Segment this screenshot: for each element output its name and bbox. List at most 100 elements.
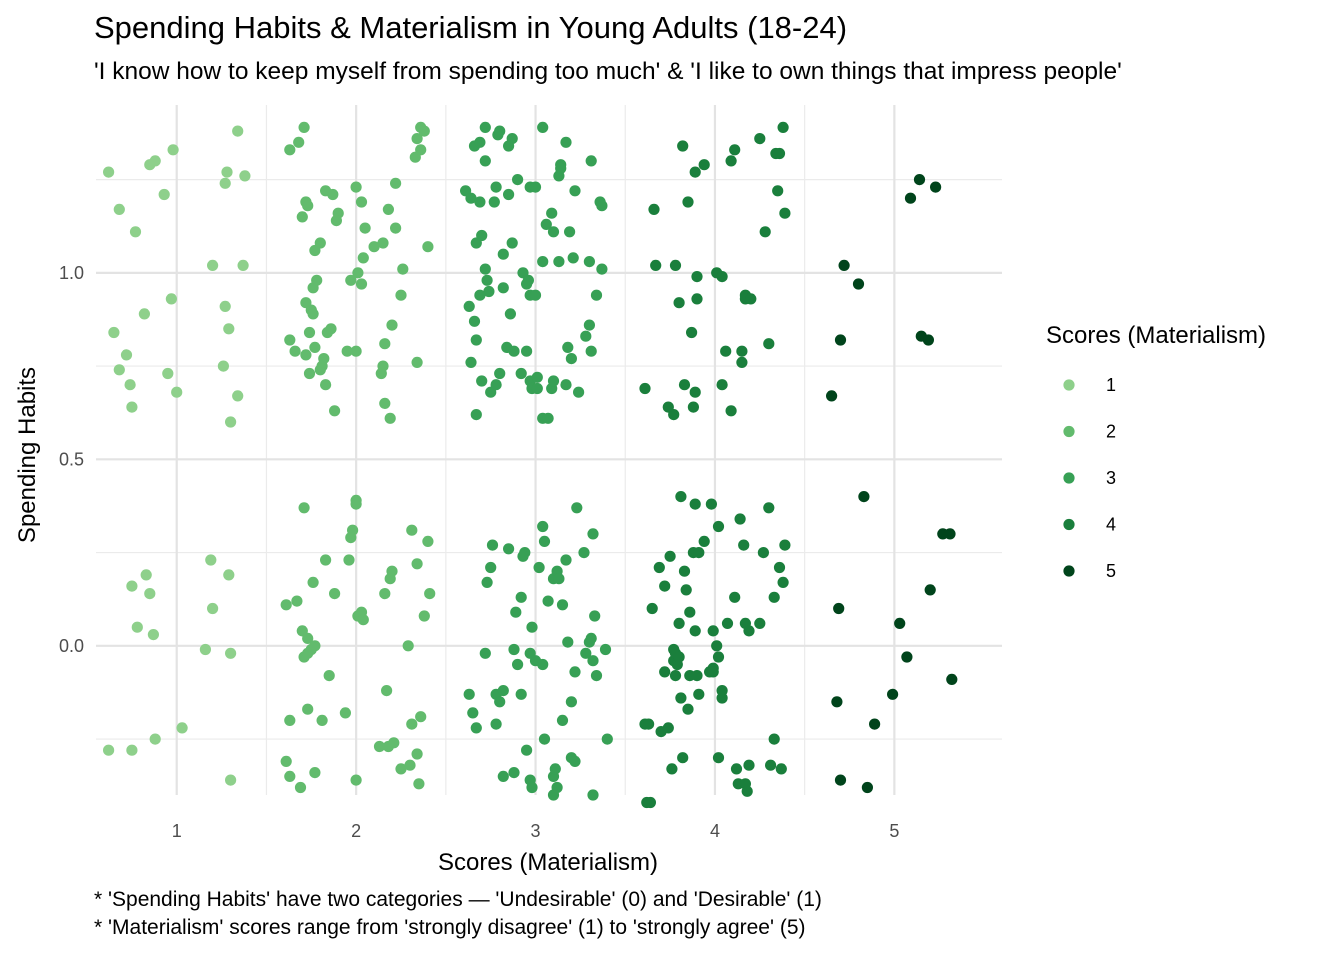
data-point [373, 740, 386, 753]
data-point [510, 606, 522, 618]
data-point [569, 755, 581, 768]
data-point [712, 651, 725, 663]
data-point [343, 554, 355, 566]
data-point [223, 323, 235, 335]
data-point [590, 670, 603, 682]
data-point [673, 651, 685, 663]
data-point [470, 334, 482, 346]
data-point [300, 297, 312, 309]
data-point [650, 259, 662, 271]
data-point [355, 278, 368, 290]
data-point [490, 181, 502, 193]
caption-materialism: * 'Materialism' scores range from 'stron… [94, 916, 806, 939]
data-point [503, 188, 515, 201]
data-point [357, 614, 369, 626]
data-point [357, 252, 369, 264]
data-point [144, 588, 156, 600]
data-point [199, 643, 211, 656]
data-point [743, 625, 755, 637]
data-point [221, 166, 233, 178]
data-point [887, 688, 899, 700]
data-point [869, 718, 881, 730]
data-point [140, 569, 152, 581]
data-point [404, 759, 416, 771]
data-point [302, 647, 314, 659]
data-point [368, 241, 380, 253]
data-point [341, 345, 353, 357]
data-point [666, 763, 678, 775]
data-point [147, 629, 159, 641]
data-point [418, 125, 430, 137]
data-point [352, 267, 364, 279]
data-point [329, 405, 341, 417]
data-point [590, 289, 603, 301]
data-point [508, 345, 520, 357]
data-point [395, 289, 407, 301]
data-point [395, 763, 407, 775]
legend-label: 5 [1106, 561, 1116, 581]
data-point [293, 136, 305, 148]
data-point [521, 345, 533, 357]
legend-key [1063, 472, 1075, 484]
x-tick-label: 1 [172, 821, 182, 841]
data-point [485, 561, 497, 574]
data-point [537, 121, 549, 133]
data-point [913, 174, 926, 186]
data-point [124, 379, 136, 391]
data-point [481, 274, 493, 286]
data-point [138, 308, 150, 320]
data-point [537, 256, 549, 268]
data-point [386, 565, 398, 577]
x-tick-label: 2 [351, 821, 361, 841]
data-point [113, 203, 125, 215]
data-point [379, 397, 391, 409]
data-point [639, 382, 651, 395]
data-point [237, 259, 249, 271]
data-point [479, 155, 491, 167]
x-axis-title: Scores (Materialism) [438, 849, 658, 876]
data-point [565, 696, 578, 708]
data-point [291, 595, 303, 607]
data-point [675, 692, 687, 704]
data-point [413, 778, 425, 790]
data-point [320, 379, 332, 391]
data-point [350, 774, 362, 786]
data-point [643, 718, 655, 730]
data-point [716, 379, 728, 391]
data-point [497, 282, 509, 294]
data-point [309, 341, 321, 353]
data-point [345, 532, 357, 544]
data-point [515, 591, 527, 603]
data-point [673, 617, 685, 630]
data-point [284, 714, 296, 727]
data-point [219, 177, 231, 189]
data-point [384, 412, 396, 424]
data-point [476, 375, 488, 387]
axes: 1 2 3 4 5 0.0 0.5 1.0 [59, 263, 899, 841]
data-point [578, 547, 590, 559]
data-point [777, 121, 789, 133]
data-point [564, 226, 576, 238]
data-point [497, 685, 509, 697]
data-point [729, 144, 741, 156]
data-point [587, 789, 599, 801]
data-point [596, 263, 608, 275]
data-point [852, 278, 865, 290]
data-point [673, 297, 685, 309]
data-point [129, 226, 142, 238]
data-point [745, 293, 757, 305]
legend-label: 3 [1106, 468, 1116, 488]
data-point [712, 752, 725, 764]
legend-key [1063, 565, 1075, 577]
data-point [716, 271, 728, 283]
data-point [682, 196, 694, 208]
data-point [307, 576, 319, 589]
data-point [494, 125, 506, 137]
data-point [298, 121, 310, 133]
chart-subtitle: 'I know how to keep myself from spending… [94, 58, 1122, 85]
data-point [768, 733, 780, 745]
data-point [330, 215, 342, 227]
data-point [386, 319, 398, 331]
data-point [508, 767, 520, 779]
